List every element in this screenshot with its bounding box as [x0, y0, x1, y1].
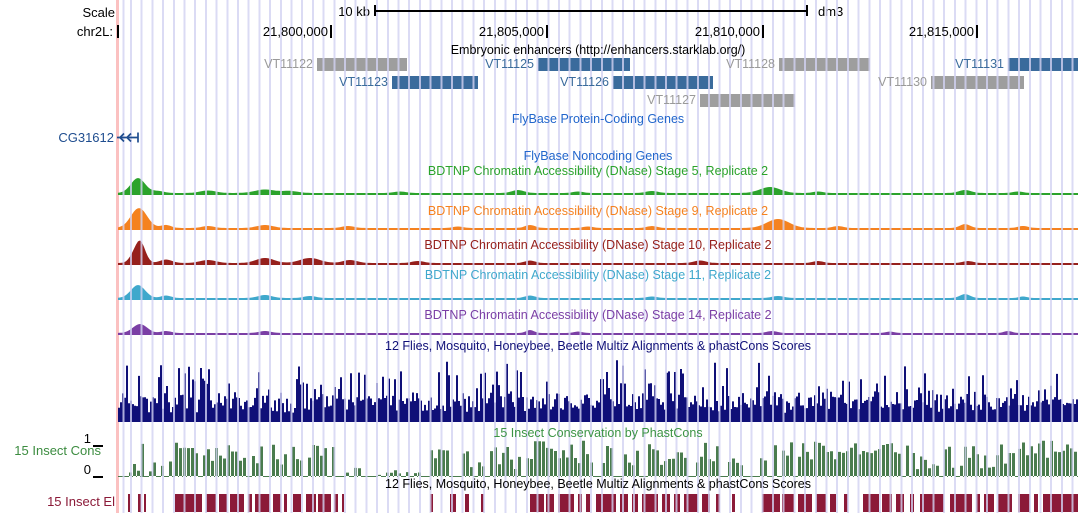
- gene-label-CG31612[interactable]: CG31612: [58, 130, 114, 145]
- position-highlight-line: [116, 0, 119, 513]
- ruler-position-label: 21,810,000: [694, 24, 760, 39]
- ruler-position-tick: [546, 25, 548, 38]
- dnase-signal-path: [118, 178, 1078, 195]
- elements-left-label[interactable]: 15 Insect El: [47, 494, 115, 509]
- dnase-title-stage[interactable]: BDTNP Chromatin Accessibility (DNase) St…: [424, 308, 772, 322]
- multiz-density-graph: [118, 360, 1078, 425]
- enhancer-label-VT11128: VT11128: [726, 57, 775, 71]
- enhancer-label-VT11131: VT11131: [955, 57, 1004, 71]
- dnase-title-stage[interactable]: BDTNP Chromatin Accessibility (DNase) St…: [427, 204, 769, 218]
- conserved-elements-blocks[interactable]: [128, 494, 1078, 512]
- multiz-track-title[interactable]: 12 Flies, Mosquito, Honeybee, Beetle Mul…: [385, 339, 811, 353]
- ruler-position-tick: [330, 25, 332, 38]
- enhancer-label-VT11122: VT11122: [264, 57, 313, 71]
- gene-glyph-CG31612[interactable]: [117, 131, 141, 144]
- phastcons-axis-max: 1: [83, 431, 91, 446]
- enhancer-label-VT11127: VT11127: [647, 93, 696, 107]
- ruler-position-label: 21,805,000: [478, 24, 544, 39]
- dnase-title-stage[interactable]: BDTNP Chromatin Accessibility (DNase) St…: [424, 238, 772, 252]
- enhancer-label-VT11126: VT11126: [560, 75, 609, 89]
- enhancer-box-VT11122[interactable]: [317, 58, 407, 71]
- enhancer-box-VT11131[interactable]: [1008, 58, 1078, 71]
- chrom-caption: chr2L:: [76, 24, 113, 39]
- scale-caption: Scale: [82, 5, 115, 20]
- enhancer-box-VT11127[interactable]: [700, 94, 795, 107]
- enhancer-box-VT11128[interactable]: [779, 58, 870, 71]
- scalebar-end-tick: [806, 5, 808, 16]
- phastcons-left-label[interactable]: 15 Insect Cons: [14, 443, 101, 458]
- flybase-nc-track-title[interactable]: FlyBase Noncoding Genes: [523, 149, 673, 163]
- scalebar-line: [374, 10, 806, 12]
- flybase-pc-track-title[interactable]: FlyBase Protein-Coding Genes: [511, 112, 685, 126]
- enhancer-box-VT11126[interactable]: [613, 76, 713, 89]
- assembly-label: dm3: [818, 4, 844, 19]
- ruler-start-tick: [117, 25, 119, 38]
- scalebar-size-label: 10 kb: [338, 4, 370, 19]
- enhancers-track-title[interactable]: Embryonic enhancers (http://enhancers.st…: [450, 43, 746, 57]
- phastcons-axis-tick-top: [93, 445, 103, 447]
- conserved-elements-track-title[interactable]: 12 Flies, Mosquito, Honeybee, Beetle Mul…: [385, 477, 811, 491]
- enhancer-label-VT11123: VT11123: [339, 75, 388, 89]
- enhancer-label-VT11125: VT11125: [485, 57, 534, 71]
- enhancer-label-VT11130: VT11130: [878, 75, 927, 89]
- ruler-position-label: 21,815,000: [908, 24, 974, 39]
- multiz-density-bars: [118, 360, 1078, 425]
- enhancer-box-VT11125[interactable]: [538, 58, 630, 71]
- phastcons-graph: [118, 440, 1078, 477]
- conserved-elements-graph: [128, 494, 1078, 512]
- gene-glyph-path: [117, 132, 139, 143]
- ruler-position-tick: [762, 25, 764, 38]
- phastcons-axis-tick-bottom: [93, 476, 103, 478]
- enhancer-box-VT11130[interactable]: [931, 76, 1024, 89]
- phastcons-track-title[interactable]: 15 Insect Conservation by PhastCons: [493, 426, 703, 440]
- enhancer-box-VT11123[interactable]: [392, 76, 478, 89]
- ruler-position-tick: [976, 25, 978, 38]
- dnase-title-stage[interactable]: BDTNP Chromatin Accessibility (DNase) St…: [427, 164, 769, 178]
- scalebar-end-tick: [374, 5, 376, 16]
- phastcons-bars: [118, 440, 1078, 477]
- dnase-signal-path: [118, 285, 1078, 300]
- dnase-signal-path: [118, 324, 1078, 335]
- ruler-position-label: 21,800,000: [262, 24, 328, 39]
- phastcons-axis-min: 0: [83, 462, 91, 477]
- dnase-title-stage[interactable]: BDTNP Chromatin Accessibility (DNase) St…: [424, 268, 772, 282]
